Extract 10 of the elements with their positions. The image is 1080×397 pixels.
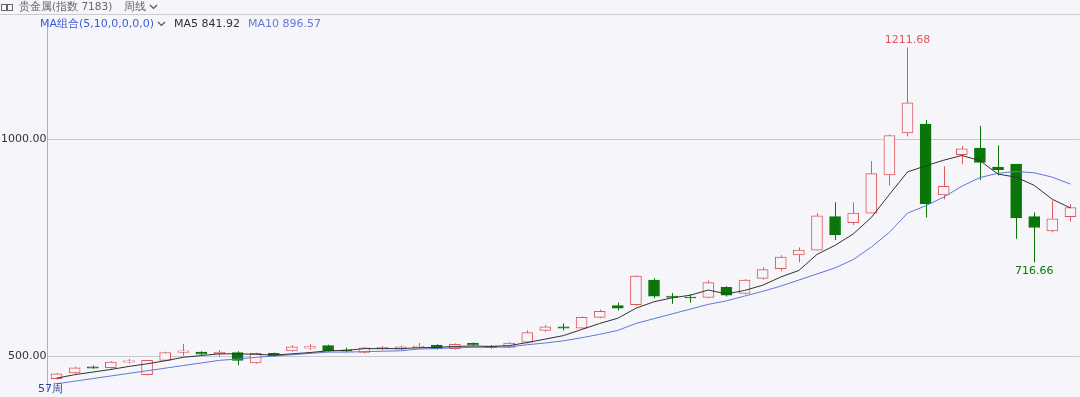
legend-title: MA组合(5,10,0,0,0,0): [40, 16, 155, 31]
annotation: 57周: [38, 381, 63, 396]
y-tick-label: 1000.00: [0, 132, 47, 146]
chart-subtitle: 周线: [124, 0, 147, 14]
y-tick-label: 500.00: [7, 349, 47, 363]
annotation: 1211.68: [884, 32, 931, 46]
text: MA10 896.57: [248, 17, 322, 30]
annotation: 716.66: [1014, 263, 1054, 277]
text: MA5 841.92: [174, 17, 241, 30]
chart-title: 贵金属(指数 7183): [19, 0, 113, 14]
